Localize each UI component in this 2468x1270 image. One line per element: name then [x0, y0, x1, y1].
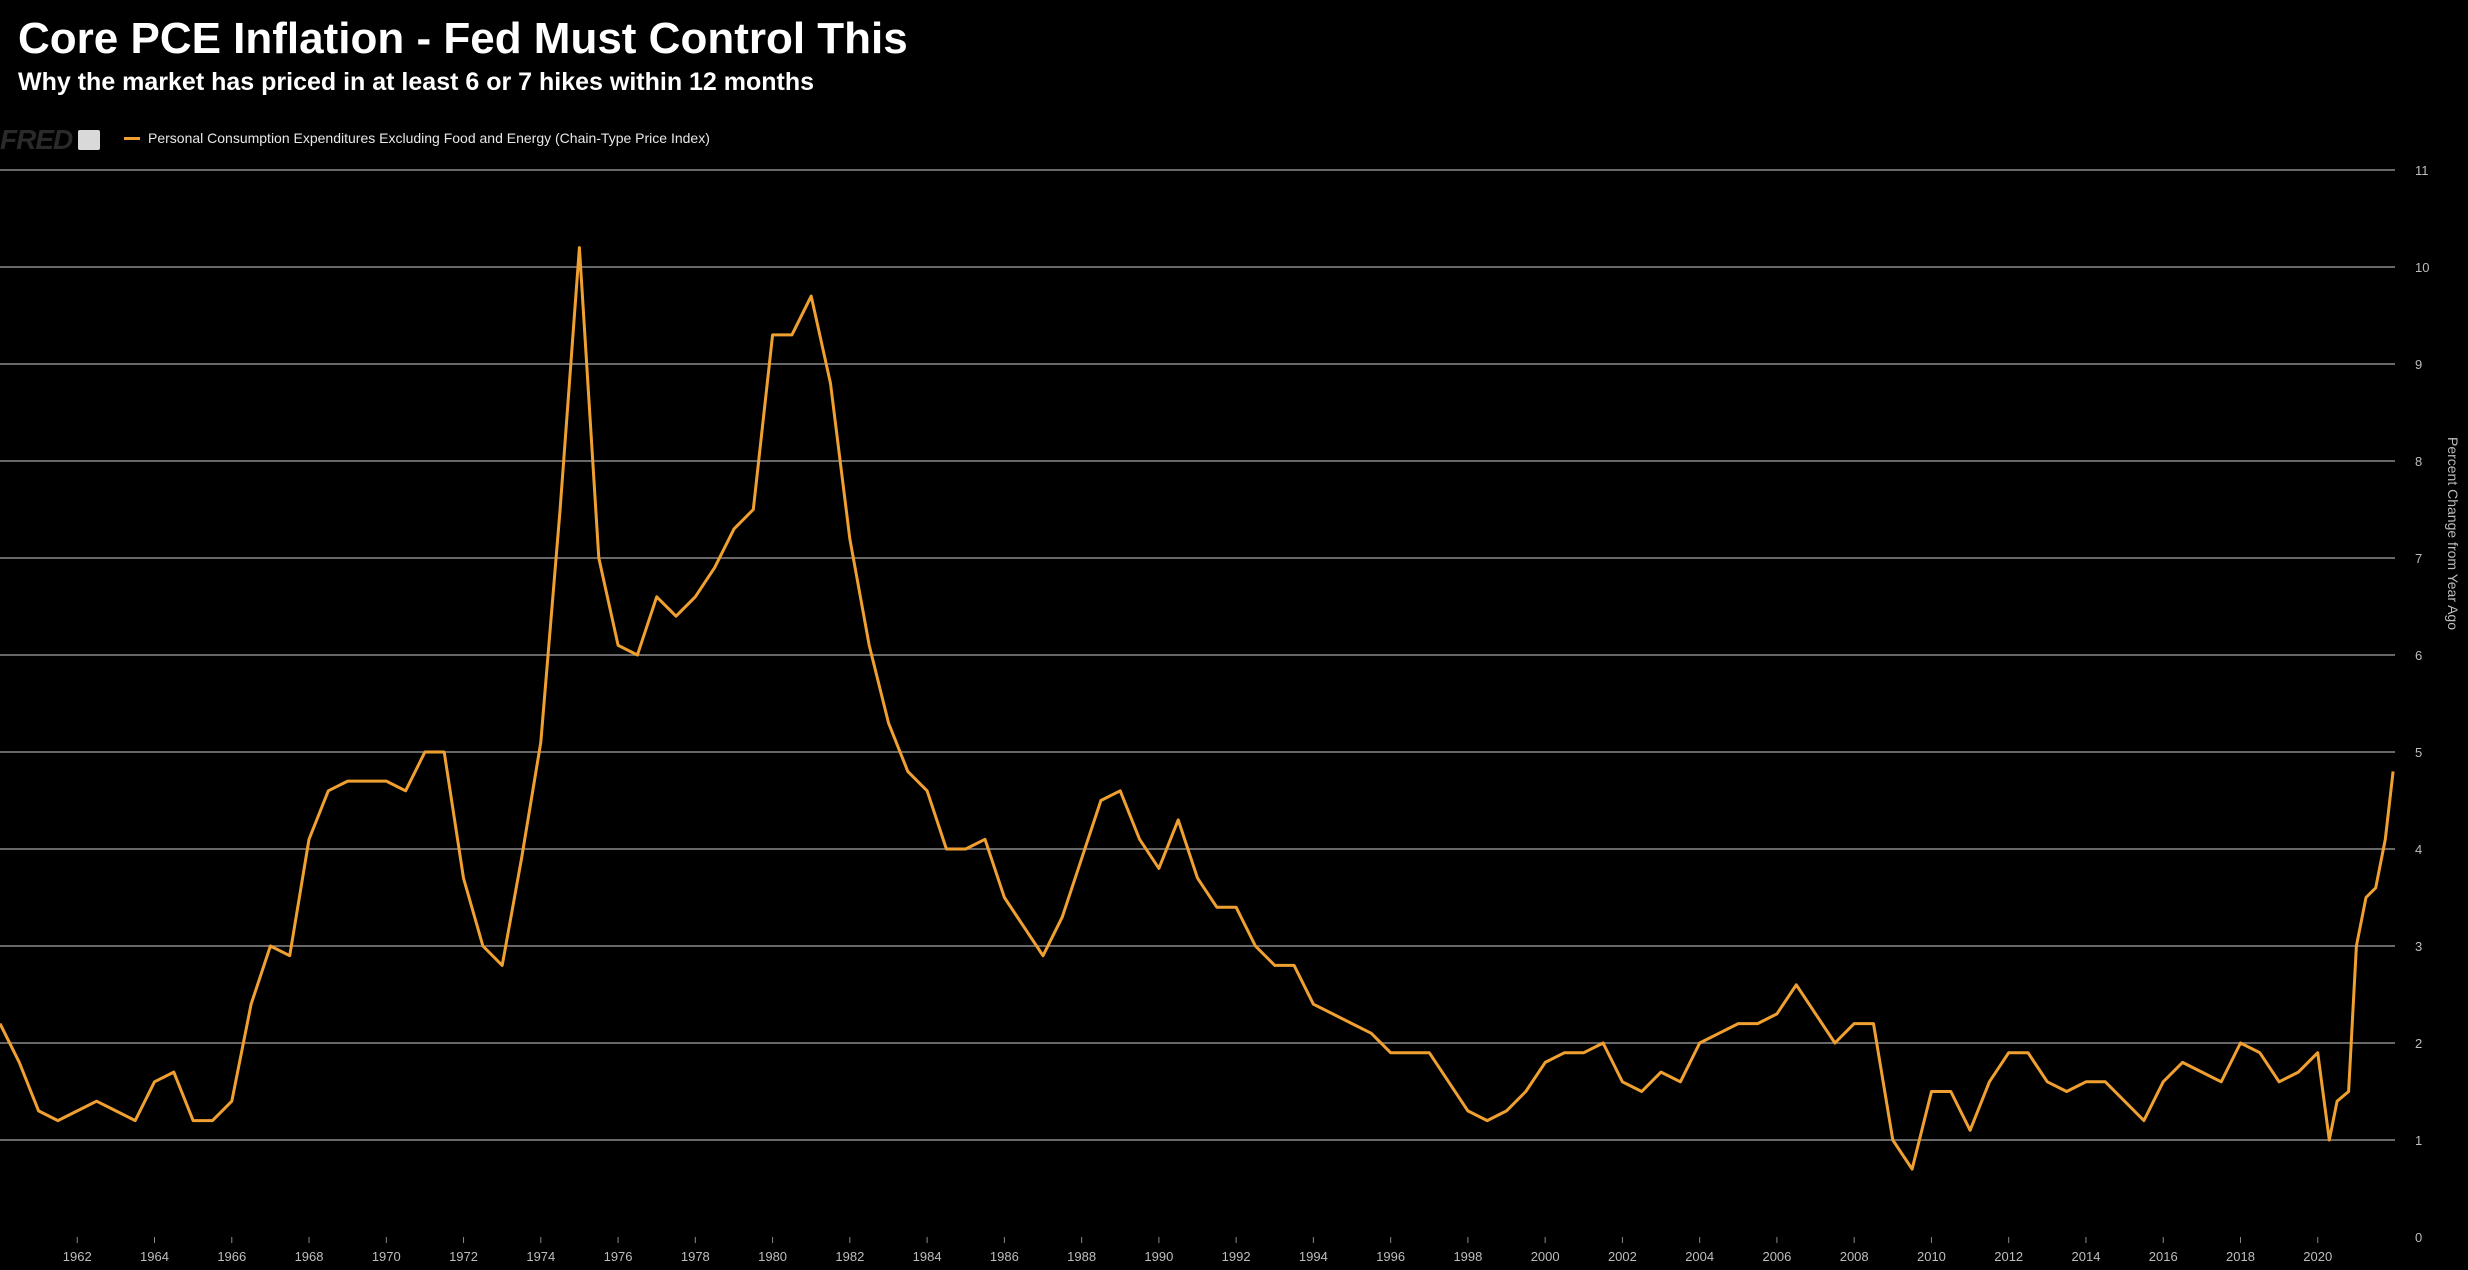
series-line	[0, 246, 2395, 1171]
x-tick-label: 1986	[990, 1249, 1019, 1264]
legend: Personal Consumption Expenditures Exclud…	[124, 130, 710, 146]
chart-subtitle: Why the market has priced in at least 6 …	[18, 68, 815, 96]
x-tick-label: 1996	[1376, 1249, 1405, 1264]
fred-logo: FRED	[0, 124, 73, 155]
y-tick-label: 4	[2415, 842, 2422, 857]
x-tick-label: 1974	[526, 1249, 555, 1264]
x-tick-label: 2000	[1531, 1249, 1560, 1264]
x-tick-label: 2016	[2149, 1249, 2178, 1264]
x-tick-label: 2020	[2303, 1249, 2332, 1264]
x-tick-label: 1992	[1222, 1249, 1251, 1264]
x-tick-label: 2010	[1917, 1249, 1946, 1264]
x-tick-label: 1984	[913, 1249, 942, 1264]
x-tick-label: 1978	[681, 1249, 710, 1264]
y-tick-label: 7	[2415, 551, 2422, 566]
x-tick-label: 1990	[1144, 1249, 1173, 1264]
legend-swatch	[124, 136, 140, 140]
y-tick-label: 5	[2415, 745, 2422, 760]
x-tick-label: 2002	[1608, 1249, 1637, 1264]
x-tick-label: 2018	[2226, 1249, 2255, 1264]
x-tick-label: 1982	[835, 1249, 864, 1264]
x-tick-label: 2004	[1685, 1249, 1714, 1264]
x-tick-label: 1988	[1067, 1249, 1096, 1264]
y-tick-label: 2	[2415, 1036, 2422, 1051]
y-tick-label: 6	[2415, 648, 2422, 663]
x-tick-label: 2014	[2072, 1249, 2101, 1264]
x-tick-label: 1972	[449, 1249, 478, 1264]
x-axis: 1962 1964 1966 1968 1970 1972 1974 1976 1978 1980…	[63, 1237, 2332, 1264]
y-tick-label: 1	[2415, 1133, 2422, 1148]
brand: FRED	[0, 124, 101, 156]
x-tick-label: 1994	[1299, 1249, 1328, 1264]
x-tick-label: 1976	[604, 1249, 633, 1264]
x-tick-label: 1998	[1453, 1249, 1482, 1264]
y-axis: 0 1 2 3 4 5 6 7 8 9 10 11	[2415, 163, 2429, 1245]
y-tick-label: 0	[2415, 1230, 2422, 1245]
x-tick-label: 1968	[295, 1249, 324, 1264]
chart-title: Core PCE Inflation - Fed Must Control Th…	[18, 14, 908, 63]
x-tick-label: 2012	[1994, 1249, 2023, 1264]
legend-series-label: Personal Consumption Expenditures Exclud…	[148, 130, 710, 146]
y-tick-label: 10	[2415, 260, 2429, 275]
grid	[0, 169, 2395, 1141]
y-tick-label: 11	[2415, 163, 2429, 178]
x-tick-label: 1962	[63, 1249, 92, 1264]
y-axis-label: Percent Change from Year Ago	[2445, 437, 2461, 630]
y-tick-label: 8	[2415, 454, 2422, 469]
x-tick-label: 2006	[1762, 1249, 1791, 1264]
x-tick-label: 1980	[758, 1249, 787, 1264]
y-tick-label: 3	[2415, 939, 2422, 954]
x-tick-label: 1964	[140, 1249, 169, 1264]
y-tick-label: 9	[2415, 357, 2422, 372]
series-layer	[0, 246, 2395, 1171]
x-tick-label: 1970	[372, 1249, 401, 1264]
x-tick-label: 2008	[1840, 1249, 1869, 1264]
x-tick-label: 1966	[217, 1249, 246, 1264]
chart-line-icon	[78, 130, 101, 150]
